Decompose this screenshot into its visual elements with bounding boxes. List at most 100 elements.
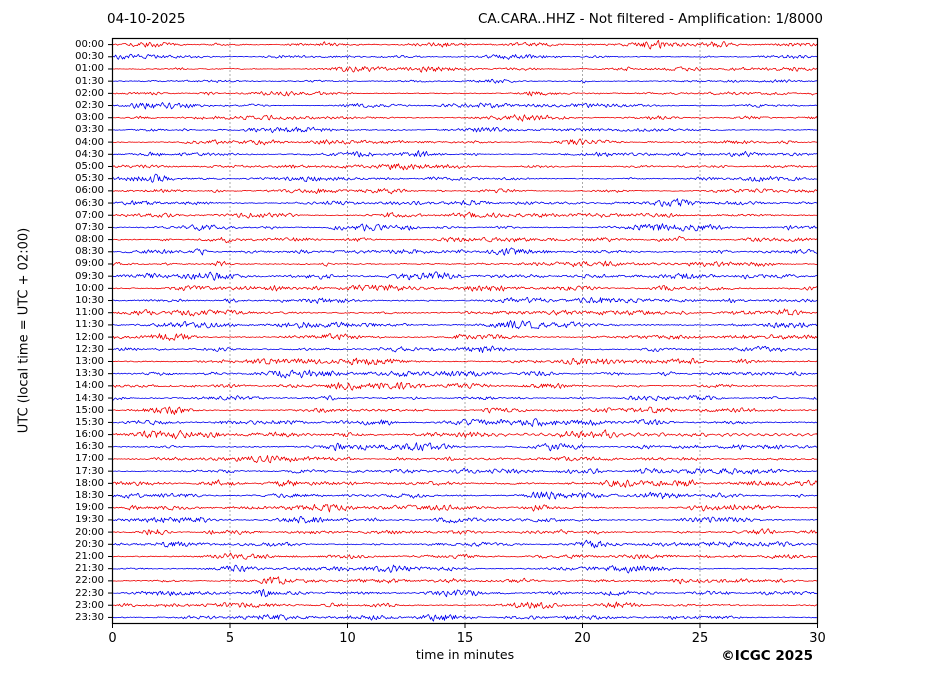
- y-tick-label: 19:00: [75, 502, 104, 514]
- x-tick-label: 15: [456, 630, 474, 646]
- grid-lines: [229, 38, 701, 624]
- y-tick-label: 15:30: [75, 416, 104, 428]
- trace-row: [112, 102, 818, 110]
- y-tick-label: 23:30: [75, 611, 104, 623]
- trace-row: [112, 564, 818, 574]
- y-tick-label: 01:00: [75, 63, 104, 75]
- trace-row: [112, 588, 818, 598]
- y-tick-label: 10:30: [75, 295, 104, 307]
- trace-row: [112, 284, 818, 292]
- trace-row: [112, 78, 818, 84]
- y-tick-label: 09:30: [75, 270, 104, 282]
- trace-row: [112, 345, 818, 354]
- date-label: 04-10-2025: [107, 11, 186, 27]
- trace-row: [112, 173, 818, 183]
- y-tick-label: 21:30: [75, 563, 104, 575]
- trace-row: [112, 614, 818, 622]
- y-tick-label: 18:00: [75, 477, 104, 489]
- trace-row: [112, 442, 818, 452]
- trace-row: [112, 91, 818, 97]
- trace-row: [112, 504, 818, 513]
- trace-row: [112, 320, 818, 330]
- y-tick-label: 05:30: [75, 173, 104, 185]
- trace-row: [112, 39, 818, 50]
- trace-row: [112, 552, 818, 560]
- y-tick-label: 16:30: [75, 441, 104, 453]
- y-tick-label: 10:00: [75, 282, 104, 294]
- trace-row: [112, 260, 818, 268]
- trace-row: [112, 455, 818, 464]
- trace-row: [112, 395, 818, 402]
- y-tick-label: 12:30: [75, 343, 104, 355]
- y-tick-label: 03:30: [75, 124, 104, 136]
- y-tick-label: 16:00: [75, 429, 104, 441]
- x-tick-marks: [112, 623, 818, 628]
- y-tick-label: 20:30: [75, 538, 104, 550]
- trace-row: [112, 491, 818, 500]
- y-tick-label: 13:30: [75, 368, 104, 380]
- y-tick-label: 00:30: [75, 51, 104, 63]
- y-tick-label: 11:00: [75, 307, 104, 319]
- y-tick-label: 02:30: [75, 100, 104, 112]
- trace-row: [112, 296, 818, 304]
- y-tick-label: 17:00: [75, 453, 104, 465]
- y-tick-label: 09:00: [75, 258, 104, 270]
- x-tick-label: 0: [108, 630, 117, 646]
- y-tick-label: 22:30: [75, 587, 104, 599]
- y-tick-label: 11:30: [75, 319, 104, 331]
- trace-row: [112, 53, 818, 60]
- trace-row: [112, 188, 818, 195]
- trace-lines: [112, 39, 818, 622]
- y-tick-label: 06:30: [75, 197, 104, 209]
- y-tick-label: 04:00: [75, 136, 104, 148]
- y-tick-label: 14:30: [75, 392, 104, 404]
- x-tick-label: 20: [574, 630, 591, 646]
- y-tick-marks: [108, 44, 113, 618]
- x-tick-label: 5: [225, 630, 235, 646]
- y-tick-label: 01:30: [75, 75, 104, 87]
- trace-row: [112, 235, 818, 244]
- y-tick-label: 17:30: [75, 465, 104, 477]
- x-tick-label: 25: [691, 630, 709, 646]
- trace-row: [112, 418, 818, 427]
- trace-row: [112, 150, 818, 158]
- trace-row: [112, 126, 818, 134]
- y-tick-label: 23:00: [75, 599, 104, 611]
- trace-row: [112, 138, 818, 146]
- y-tick-label: 02:00: [75, 87, 104, 99]
- trace-row: [112, 114, 818, 122]
- trace-row: [112, 601, 818, 609]
- trace-row: [112, 163, 818, 171]
- trace-row: [112, 223, 818, 232]
- x-tick-label: 30: [809, 630, 826, 646]
- x-tick-label: 10: [339, 630, 356, 646]
- trace-row: [112, 539, 818, 549]
- trace-row: [112, 247, 818, 256]
- trace-row: [112, 333, 818, 341]
- y-tick-label: 19:30: [75, 514, 104, 526]
- y-tick-label: 07:00: [75, 209, 104, 221]
- trace-row: [112, 308, 818, 317]
- y-tick-label: 22:00: [75, 575, 104, 587]
- trace-row: [112, 211, 818, 219]
- y-tick-label: 13:00: [75, 355, 104, 367]
- y-tick-label: 21:00: [75, 550, 104, 562]
- y-tick-label: 12:00: [75, 331, 104, 343]
- trace-row: [112, 66, 818, 73]
- trace-row: [112, 528, 818, 536]
- trace-row: [112, 479, 818, 488]
- plot-title: CA.CARA..HHZ - Not filtered - Amplificat…: [477, 11, 823, 27]
- trace-row: [112, 429, 818, 440]
- trace-row: [112, 271, 818, 281]
- y-tick-label: 20:00: [75, 526, 104, 538]
- trace-row: [112, 357, 818, 366]
- x-axis-label: time in minutes: [415, 647, 515, 662]
- y-tick-label: 14:00: [75, 380, 104, 392]
- trace-row: [112, 406, 818, 415]
- y-tick-label: 08:00: [75, 234, 104, 246]
- y-tick-label: 18:30: [75, 490, 104, 502]
- y-tick-label: 03:00: [75, 112, 104, 124]
- trace-row: [112, 515, 818, 524]
